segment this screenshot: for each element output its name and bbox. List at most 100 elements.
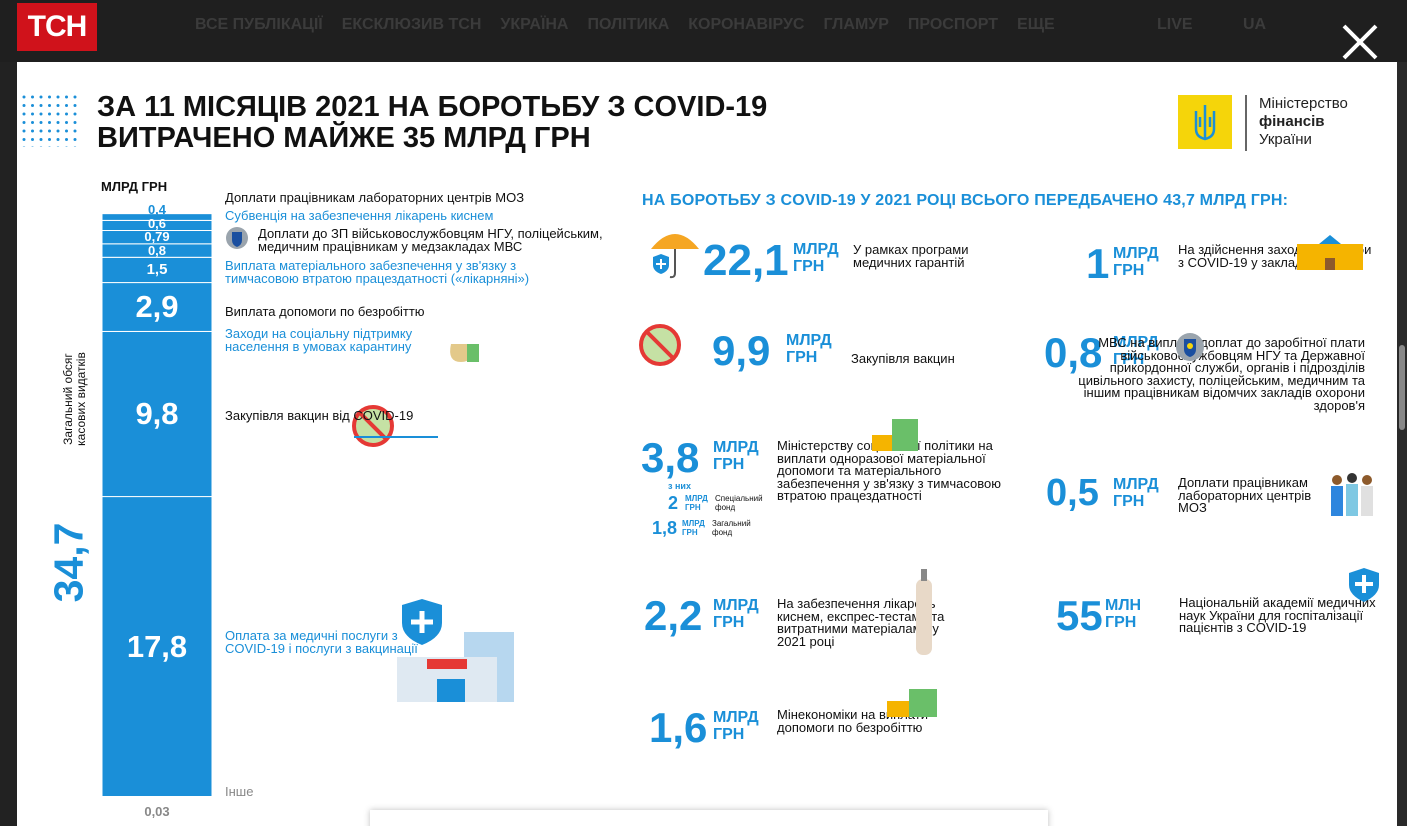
ministry-line: фінансів <box>1259 113 1325 130</box>
plan-unit: МЛРД ГРН <box>793 241 839 275</box>
unit-label: МЛРД ГРН <box>101 179 168 194</box>
plan-unit: МЛРД ГРН <box>1113 334 1159 368</box>
plan-unit: МЛРД ГРН <box>713 439 759 473</box>
nav-item[interactable]: ЕЩЕ <box>1017 16 1055 33</box>
plan-text: Національній академії медичних наук Укра… <box>1179 595 1376 635</box>
badge-icon <box>1176 333 1204 361</box>
badge-icon <box>226 227 248 249</box>
breakdown-text: Спеціальний фонд <box>715 494 763 512</box>
bar-segment <box>101 282 213 332</box>
ministry-line: України <box>1259 131 1312 148</box>
plan-text: Доплати працівникам лабораторних центрів… <box>1178 475 1312 515</box>
infographic: ЗА 11 МІСЯЦІВ 2021 НА БОРОТЬБУ З COVID-1… <box>17 62 1397 826</box>
nav-menu: ВСЕ ПУБЛІКАЦІЇ ЕКСКЛЮЗИВ ТСН УКРАЇНА ПОЛІТИ… <box>195 16 1055 34</box>
dots-decor <box>22 95 78 147</box>
plan-amount: 9,9 <box>712 327 771 374</box>
shield-icon <box>1349 568 1379 602</box>
plan-amount: 2,2 <box>644 592 703 639</box>
plan-unit: МЛРД ГРН <box>713 709 759 743</box>
plan-amount: 1,6 <box>649 704 708 751</box>
bar-segment <box>101 496 213 797</box>
scrollbar[interactable] <box>1397 62 1407 826</box>
plan-unit: МЛРД ГРН <box>1113 245 1159 279</box>
ministry-name: Міністерство фінансів України <box>1259 95 1348 149</box>
money-bag-icon <box>450 344 479 362</box>
plan-amount: 0,8 <box>1044 329 1103 376</box>
plan-amount: 22,1 <box>703 236 789 285</box>
segment-label: 0,6 <box>147 215 167 231</box>
hospital-icon <box>397 599 514 702</box>
umbrella-icon <box>651 234 699 279</box>
nav-item[interactable]: КОРОНАВІРУС <box>688 16 805 33</box>
nav-item[interactable]: ГЛАМУР <box>823 16 889 33</box>
oxygen-tank-icon <box>916 569 932 655</box>
breakdown-text: Загальний фонд <box>712 519 751 537</box>
plan-text: Міністерству соціальної політики на випл… <box>777 438 1001 503</box>
plan-unit: МЛРД ГРН <box>786 332 832 366</box>
title-line: ЗА 11 МІСЯЦІВ 2021 НА БОРОТЬБУ З COVID-1… <box>97 91 768 123</box>
segment-name: Інше <box>225 784 254 799</box>
plan-text: МВС на виплату доплат до заробітної плат… <box>1078 335 1365 413</box>
close-button[interactable] <box>1340 22 1380 62</box>
plan-text: У рамках програми медичних гарантій <box>853 242 969 270</box>
segment-name: Доплати до ЗП військовослужбовцям НГУ, п… <box>258 226 603 254</box>
nav-item[interactable]: УКРАЇНА <box>500 16 569 33</box>
breakdown-unit: МЛРД ГРН <box>685 494 708 512</box>
plan-unit: МЛН ГРН <box>1105 597 1142 631</box>
logo[interactable]: ТСН <box>17 3 97 51</box>
bottom-card <box>370 810 1048 826</box>
nav-item[interactable]: ПРОСПОРТ <box>907 16 999 33</box>
top-nav: ТСН ВСЕ ПУБЛІКАЦІЇ ЕКСКЛЮЗИВ ТСН УКРАЇНА ПО… <box>0 0 1407 62</box>
title: ЗА 11 МІСЯЦІВ 2021 НА БОРОТЬБУ З COVID-1… <box>97 92 767 154</box>
ministry-logo <box>1178 95 1247 151</box>
segment-label: 2,9 <box>135 289 179 325</box>
nav-item[interactable]: ВСЕ ПУБЛІКАЦІЇ <box>195 16 323 33</box>
plan-amount: 55 <box>1056 592 1103 639</box>
plan-unit: МЛРД ГРН <box>1113 476 1159 510</box>
segment-name: Оплата за медичні послуги з COVID-19 і п… <box>225 628 418 656</box>
plan-amount: 1 <box>1086 240 1110 287</box>
live-link[interactable]: LIVE <box>1157 16 1193 33</box>
plan-text: Закупівля вакцин <box>851 351 955 366</box>
plan-unit: МЛРД ГРН <box>713 597 759 631</box>
segment-name: Виплата допомоги по безробіттю <box>225 304 425 319</box>
plan-text: На забезпечення лікарень киснем, експрес… <box>777 596 945 649</box>
bar-segment <box>101 213 213 221</box>
nav-item[interactable]: ПОЛІТИКА <box>587 16 670 33</box>
segment-label: 9,8 <box>135 396 179 432</box>
segment-name: Виплата матеріального забезпечення у зв'… <box>225 258 530 286</box>
segment-name: Закупівля вакцин від COVID-19 <box>225 408 414 423</box>
segment-label: 1,5 <box>146 260 168 278</box>
breakdown-unit: МЛРД ГРН <box>682 519 705 537</box>
scrollbar-thumb[interactable] <box>1399 345 1405 430</box>
breakdown-amount: 2 <box>668 493 679 513</box>
doctors-icon <box>1331 473 1373 516</box>
segment-name: Заходи на соціальну підтримку населення … <box>225 326 413 354</box>
school-icon <box>1297 235 1363 270</box>
segment-name: Субвенція на забезпечення лікарень кисне… <box>225 208 494 223</box>
breakdown-amount: 1,8 <box>652 518 678 538</box>
money-icon <box>887 689 937 717</box>
nav-item[interactable]: ЕКСКЛЮЗИВ ТСН <box>341 16 482 33</box>
vaccine-icon <box>352 405 438 447</box>
segment-label: 0,4 <box>147 202 167 218</box>
plan-heading: НА БОРОТЬБУ З COVID-19 У 2021 РОЦІ ВСЬОГ… <box>642 192 1289 209</box>
money-icon <box>872 419 918 451</box>
segment-label: 17,8 <box>126 628 188 664</box>
bar-segment <box>101 330 213 498</box>
segment-label: 0,8 <box>147 242 167 258</box>
bar-chart <box>101 213 213 797</box>
ministry-line: Міністерство <box>1259 95 1348 112</box>
breakdown-intro: з них <box>668 481 691 491</box>
segment-label: 0,79 <box>144 229 170 245</box>
plan-amount: 0,5 <box>1046 472 1099 514</box>
vaccine-icon <box>639 324 681 366</box>
segment-label: 0,03 <box>144 804 170 820</box>
plan-amount: 3,8 <box>641 434 700 481</box>
title-line: ВИТРАЧЕНО МАЙЖЕ 35 МЛРД ГРН <box>97 122 591 154</box>
segment-name: Доплати працівникам лабораторних центрів… <box>225 190 525 205</box>
bar-segment <box>101 256 213 284</box>
language-switch[interactable]: UA <box>1243 16 1267 33</box>
